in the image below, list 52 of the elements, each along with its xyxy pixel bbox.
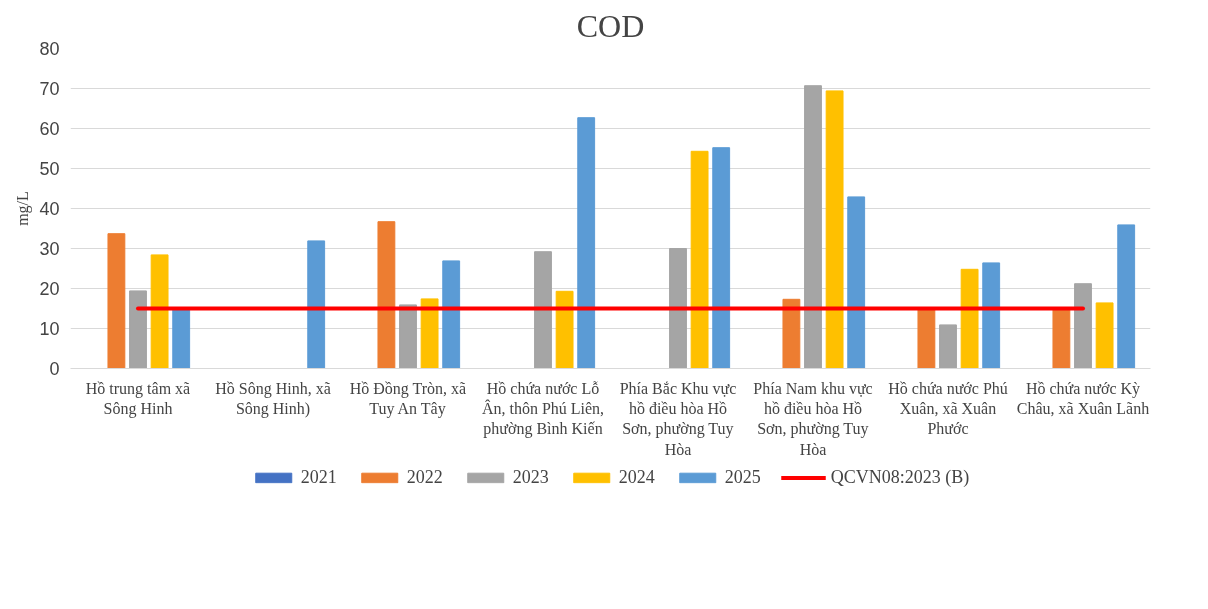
x-tick-label: Hồ chứa nước Lỗ Ân, thôn Phú Liên, phường Bình Kiến bbox=[481, 379, 605, 439]
y-tick-label: 20 bbox=[39, 279, 60, 299]
y-tick-label: 50 bbox=[39, 159, 60, 179]
bar bbox=[712, 147, 731, 369]
bar bbox=[442, 260, 461, 369]
legend-label: 2024 bbox=[618, 466, 655, 488]
bar bbox=[982, 262, 1001, 369]
bar bbox=[172, 308, 191, 369]
bar bbox=[939, 324, 957, 369]
chart-title: COD bbox=[576, 7, 645, 44]
x-tick-label: Hồ Sông Hinh, xã Sông Hinh) bbox=[215, 379, 331, 418]
y-tick-label: 60 bbox=[39, 119, 60, 139]
x-tick-label: Hồ chứa nước Kỳ Châu, xã Xuân Lãnh bbox=[1016, 379, 1150, 417]
legend-label: QCVN08:2023 (B) bbox=[830, 466, 970, 488]
bar bbox=[129, 290, 147, 369]
bar bbox=[1095, 302, 1114, 369]
y-tick-label: 70 bbox=[39, 79, 60, 99]
legend-label: 2021 bbox=[300, 466, 337, 488]
y-tick-label: 30 bbox=[39, 239, 60, 259]
bar bbox=[107, 233, 126, 369]
bar bbox=[669, 248, 687, 369]
bar bbox=[307, 240, 326, 369]
bar bbox=[960, 268, 979, 369]
bar bbox=[804, 85, 822, 369]
bar bbox=[690, 150, 709, 369]
x-tick-label: Phía Bắc Khu vực hồ điều hòa Hồ Sơn, phường Tuy Hòa bbox=[619, 379, 737, 458]
x-tick-label: Hồ chứa nước Phú Xuân, xã Xuân Phước bbox=[888, 379, 1008, 438]
legend-label: 2025 bbox=[724, 466, 761, 488]
bar bbox=[1052, 308, 1071, 369]
bar bbox=[399, 304, 417, 369]
bar bbox=[825, 90, 844, 369]
x-tick-label: Phía Nam khu vực hồ điều hòa Hồ Sơn, phường Tuy Hòa bbox=[753, 379, 873, 458]
bar bbox=[782, 298, 801, 369]
bar bbox=[420, 298, 439, 369]
y-axis-title: mg/L bbox=[14, 191, 33, 226]
bar bbox=[917, 308, 936, 369]
y-tick-label: 10 bbox=[39, 319, 60, 339]
legend-label: 2022 bbox=[406, 466, 443, 488]
bar bbox=[1074, 283, 1092, 369]
legend-label: 2023 bbox=[512, 466, 549, 488]
bar bbox=[577, 117, 596, 369]
y-tick-label: 40 bbox=[39, 199, 60, 219]
bar bbox=[1117, 224, 1136, 369]
bar bbox=[847, 196, 866, 369]
bar bbox=[555, 290, 574, 369]
bar bbox=[377, 221, 396, 369]
y-tick-label: 0 bbox=[49, 359, 60, 379]
x-tick-label: Hồ trung tâm xã Sông Hinh bbox=[85, 379, 191, 418]
bar bbox=[534, 251, 552, 369]
x-tick-label: Hồ Đồng Tròn, xã Tuy An Tây bbox=[349, 379, 467, 418]
bar bbox=[150, 254, 169, 369]
y-tick-label: 80 bbox=[39, 39, 60, 59]
